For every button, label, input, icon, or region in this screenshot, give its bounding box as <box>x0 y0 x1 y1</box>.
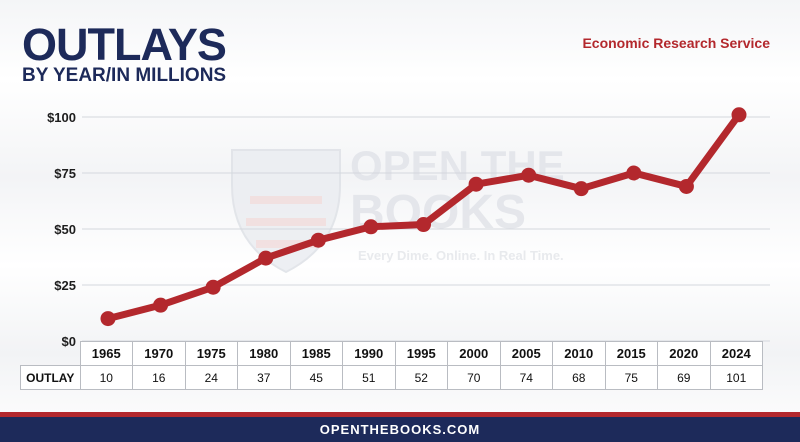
data-label: 69 <box>657 365 711 390</box>
data-label: 10 <box>79 365 133 390</box>
data-label: 45 <box>289 365 343 390</box>
data-label: 24 <box>184 365 238 390</box>
data-label: 16 <box>132 365 186 390</box>
data-label: 75 <box>604 365 658 390</box>
footer-bar: OPENTHEBOOKS.COM <box>0 417 800 442</box>
data-point <box>678 178 694 194</box>
x-tick-label: 2020 <box>657 341 711 366</box>
x-tick-label: 2024 <box>709 341 763 366</box>
chart-subtitle: BY YEAR/IN MILLIONS <box>22 65 227 86</box>
table-corner <box>21 342 81 366</box>
footer-link[interactable]: OPENTHEBOOKS.COM <box>319 422 481 437</box>
data-label: 70 <box>447 365 501 390</box>
x-tick-label: 1970 <box>132 341 186 366</box>
data-label: 37 <box>237 365 291 390</box>
y-tick-label: $75 <box>54 166 76 181</box>
row-label: OUTLAY <box>20 365 81 390</box>
x-tick-label: 2015 <box>604 341 658 366</box>
data-table: 1965 1970 1975 1980 1985 1990 1995 2000 2005 2010… <box>20 341 763 390</box>
x-tick-label: 1990 <box>342 341 396 366</box>
source-label: Economic Research Service <box>582 35 770 51</box>
y-axis-ticks: $0 $25 $50 $75 $100 <box>47 110 76 349</box>
x-tick-label: 1975 <box>184 341 238 366</box>
y-tick-label: $0 <box>62 334 76 349</box>
data-point <box>468 176 484 192</box>
year-header-row: 1965 1970 1975 1980 1985 1990 1995 2000 2005 2010… <box>21 341 763 366</box>
x-tick-label: 2010 <box>552 341 606 366</box>
data-label: 74 <box>499 365 553 390</box>
data-label: 68 <box>552 365 606 390</box>
y-tick-label: $100 <box>47 110 76 125</box>
data-point <box>205 279 221 295</box>
x-tick-label: 1995 <box>394 341 448 366</box>
data-point <box>363 219 379 235</box>
value-row: OUTLAY 10 16 24 37 45 51 52 70 74 68 75 69 101 <box>20 365 763 390</box>
data-point <box>258 250 274 266</box>
data-point <box>626 165 642 181</box>
footer-stripe <box>0 412 800 417</box>
data-point <box>521 167 537 183</box>
data-point <box>310 232 326 248</box>
data-point <box>153 297 169 313</box>
chart-title: OUTLAYS <box>22 19 227 70</box>
watermark-tagline: Every Dime. Online. In Real Time. <box>358 248 564 263</box>
data-points <box>100 107 747 327</box>
x-tick-label: 1965 <box>79 341 133 366</box>
data-point <box>731 107 747 123</box>
watermark-line1: OPEN THE <box>350 142 565 189</box>
data-point <box>416 217 431 233</box>
x-tick-label: 1985 <box>289 341 343 366</box>
x-tick-label: 2000 <box>447 341 501 366</box>
data-point <box>573 181 589 197</box>
data-label: 101 <box>709 365 763 390</box>
y-tick-label: $25 <box>54 278 76 293</box>
data-label: 52 <box>394 365 448 390</box>
y-tick-label: $50 <box>54 222 76 237</box>
x-tick-label: 1980 <box>237 341 291 366</box>
x-tick-label: 2005 <box>499 341 553 366</box>
data-label: 51 <box>342 365 396 390</box>
data-point <box>100 311 116 327</box>
